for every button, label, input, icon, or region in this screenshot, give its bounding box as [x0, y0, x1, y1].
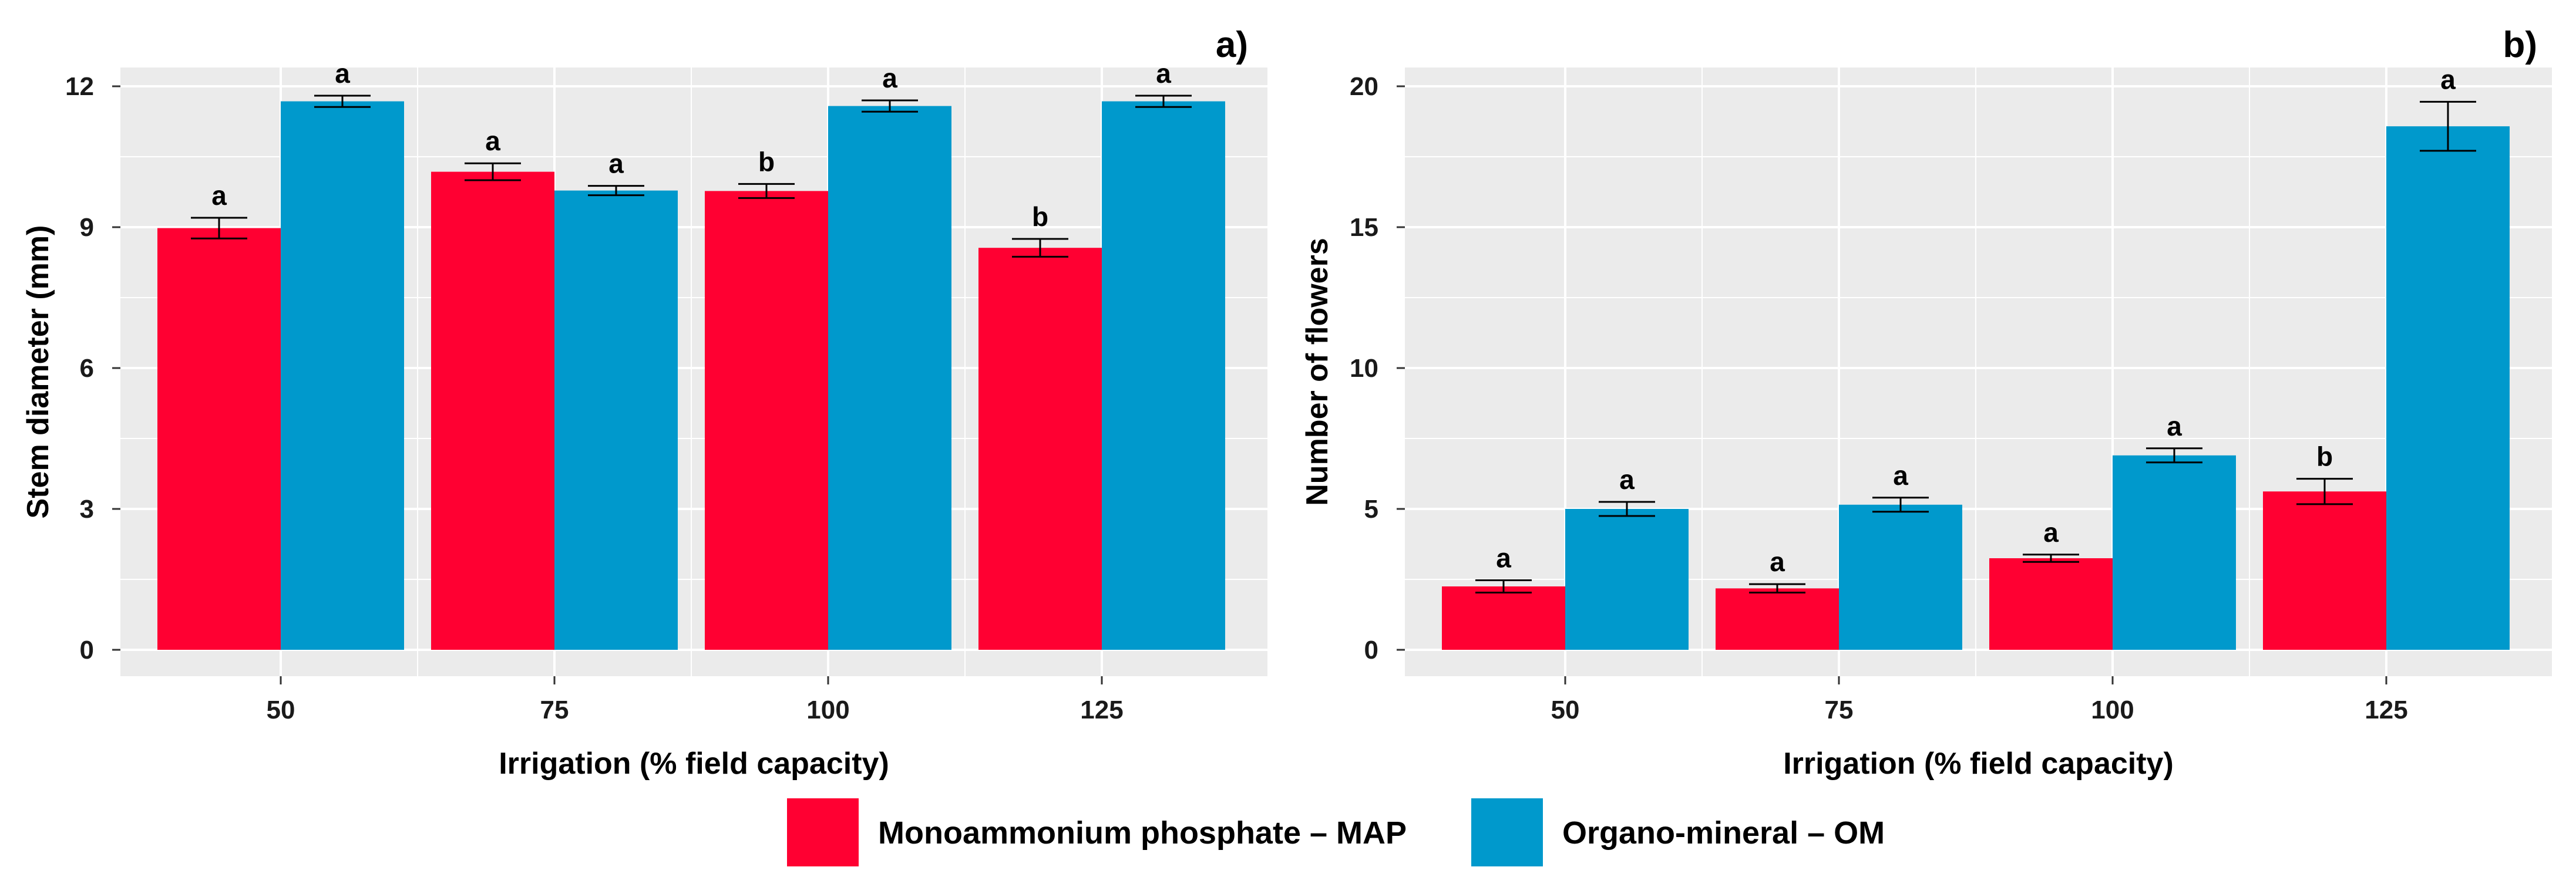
legend-label-map: Monoammonium phosphate – MAP [878, 815, 1407, 851]
significance-letter: b [2316, 441, 2333, 472]
significance-letter: a [485, 126, 500, 156]
x-tick-label: 75 [540, 696, 569, 724]
significance-letter: a [2043, 517, 2059, 548]
x-tick-label: 50 [267, 696, 295, 724]
x-tick-label: 125 [1080, 696, 1123, 724]
x-tick-label: 75 [1825, 696, 1854, 724]
legend-swatch-map [787, 798, 859, 866]
legend-label-om: Organo-mineral – OM [1562, 815, 1885, 851]
bar [1989, 558, 2113, 650]
significance-letter: a [1770, 546, 1785, 577]
significance-letter: a [1619, 464, 1635, 495]
bar [2386, 126, 2510, 650]
panel-label: b) [2503, 25, 2537, 65]
bar [1716, 588, 1839, 650]
y-tick-label: 12 [65, 72, 94, 101]
bar [828, 106, 951, 650]
bar [1565, 509, 1689, 650]
y-tick-label: 5 [1364, 495, 1378, 524]
significance-letter: b [1032, 201, 1048, 232]
bar [431, 171, 554, 650]
x-axis-title: Irrigation (% field capacity) [1783, 747, 2174, 781]
legend: Monoammonium phosphate – MAP Organo-mine… [787, 798, 1885, 866]
significance-letter: b [758, 146, 775, 177]
bar [2113, 455, 2236, 650]
y-tick-label: 9 [80, 213, 94, 242]
panel-a: 0 3 6 9 12 a a b b a a a a 50 75 100 125 Irrigation (% fi… [21, 25, 1267, 781]
y-tick-label: 3 [80, 495, 94, 524]
bar [281, 101, 404, 650]
legend-swatch-om [1471, 798, 1543, 866]
panel-b: 0 5 10 15 20 a a a b a a a a 50 75 100 125 Irrigation (% … [1300, 25, 2552, 781]
panel-label: a) [1216, 25, 1248, 65]
significance-letter: a [335, 58, 350, 89]
significance-letter: a [1156, 58, 1171, 89]
bar [157, 228, 281, 650]
significance-letter: a [211, 180, 227, 211]
y-tick-label: 6 [80, 354, 94, 383]
y-tick-label: 0 [1364, 636, 1378, 664]
bar [2263, 491, 2386, 650]
x-tick-label: 100 [2091, 696, 2134, 724]
bar [705, 191, 828, 650]
x-tick-label: 125 [2365, 696, 2407, 724]
x-tick-label: 100 [806, 696, 849, 724]
bar [1839, 504, 1962, 650]
y-tick-label: 15 [1350, 213, 1378, 242]
significance-letter: a [1893, 460, 1908, 491]
bar [978, 248, 1102, 650]
bar [1102, 101, 1225, 650]
y-tick-label: 0 [80, 636, 94, 664]
significance-letter: a [1496, 542, 1511, 573]
y-tick-label: 10 [1350, 354, 1378, 383]
significance-letter: a [2440, 64, 2456, 95]
bar [1442, 586, 1565, 650]
significance-letter: a [608, 149, 624, 179]
bar [554, 190, 678, 650]
x-tick-label: 50 [1551, 696, 1580, 724]
x-axis-title: Irrigation (% field capacity) [499, 747, 889, 781]
y-tick-label: 20 [1350, 72, 1378, 101]
significance-letter: a [2167, 411, 2182, 441]
y-axis-title: Stem diameter (mm) [21, 225, 55, 519]
significance-letter: a [882, 63, 897, 93]
y-axis-title: Number of flowers [1300, 238, 1334, 506]
